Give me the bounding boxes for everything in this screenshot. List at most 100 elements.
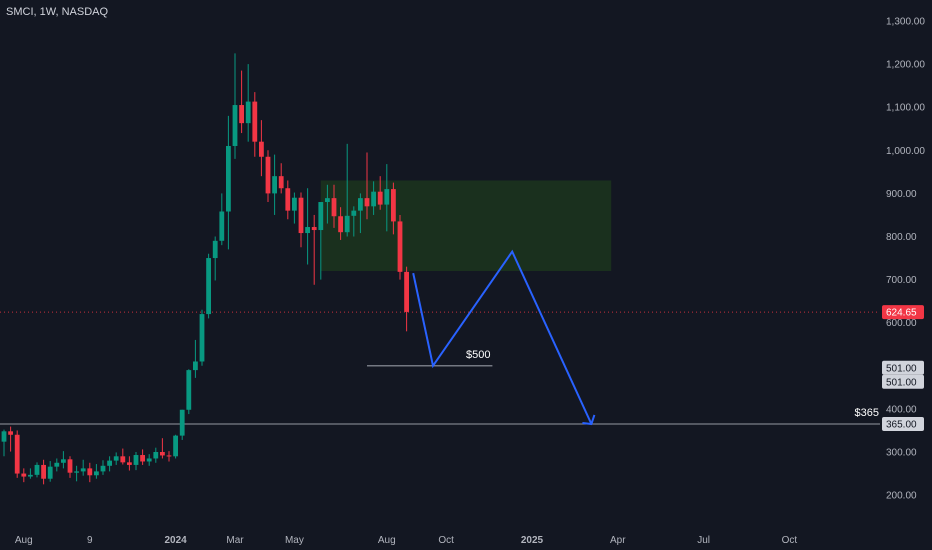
- y-axis-tick-label: 800.00: [886, 232, 917, 243]
- candle-body[interactable]: [80, 468, 86, 472]
- candle-body[interactable]: [232, 105, 238, 146]
- candle-body[interactable]: [265, 156, 271, 194]
- candle-body[interactable]: [113, 456, 119, 461]
- candle-body[interactable]: [298, 197, 304, 234]
- y-axis-tick-label: 1,000.00: [886, 146, 925, 157]
- current-price-tag: 624.65: [886, 308, 917, 319]
- candle-body[interactable]: [239, 105, 244, 124]
- candle-body[interactable]: [47, 466, 53, 479]
- candle-body[interactable]: [325, 198, 330, 203]
- candle-body[interactable]: [1, 431, 7, 442]
- price-zone[interactable]: [320, 180, 612, 271]
- candle-body[interactable]: [278, 176, 284, 189]
- candle-body[interactable]: [226, 145, 231, 212]
- x-axis-tick-label: Oct: [438, 535, 454, 546]
- candle-body[interactable]: [219, 211, 225, 241]
- candle-body[interactable]: [173, 435, 178, 457]
- candle-body[interactable]: [364, 198, 370, 207]
- candle-body[interactable]: [212, 240, 218, 259]
- candle-body[interactable]: [120, 456, 126, 463]
- candle-body[interactable]: [133, 455, 139, 465]
- x-axis-tick-label: Mar: [226, 535, 244, 546]
- y-axis-tick-label: 400.00: [886, 404, 917, 415]
- candle-body[interactable]: [391, 189, 396, 222]
- candle-body[interactable]: [338, 216, 343, 233]
- candle-body[interactable]: [14, 434, 20, 474]
- x-axis-tick-label: Oct: [782, 535, 798, 546]
- candle-body[interactable]: [87, 468, 93, 476]
- candle-body[interactable]: [397, 221, 403, 272]
- target-line-label: $365: [855, 407, 879, 419]
- x-axis-tick-label: Apr: [610, 535, 626, 546]
- candle-body[interactable]: [54, 462, 60, 467]
- symbol-label: SMCI, 1W, NASDAQ: [6, 6, 109, 18]
- target-price-tag-bg: [882, 416, 924, 431]
- candle-body[interactable]: [153, 452, 159, 459]
- candle-body[interactable]: [305, 227, 310, 234]
- y-axis-tick-label: 200.00: [886, 491, 917, 502]
- support-price-tag-bg: [882, 360, 924, 375]
- candle-body[interactable]: [331, 198, 337, 217]
- candle-body[interactable]: [34, 464, 40, 475]
- candle-body[interactable]: [94, 471, 99, 476]
- candle-body[interactable]: [28, 474, 33, 477]
- candle-body[interactable]: [160, 452, 165, 456]
- y-axis-tick-label: 1,100.00: [886, 103, 925, 114]
- candle-body[interactable]: [351, 210, 357, 216]
- candle-body[interactable]: [245, 101, 251, 124]
- candle-body[interactable]: [371, 191, 376, 207]
- candle-body[interactable]: [107, 460, 112, 466]
- y-axis-tick-label: 300.00: [886, 448, 917, 459]
- support-line-label: $500: [466, 349, 490, 361]
- support-price-tag-2: 501.00: [886, 377, 917, 388]
- candle-body[interactable]: [179, 409, 185, 436]
- candle-body[interactable]: [41, 464, 46, 479]
- candle-body[interactable]: [272, 176, 277, 194]
- candle-body[interactable]: [344, 215, 350, 233]
- candle-body[interactable]: [127, 462, 132, 465]
- candle-body[interactable]: [318, 202, 324, 231]
- candle-body[interactable]: [252, 101, 258, 142]
- x-axis-tick-label: May: [285, 535, 304, 546]
- candle-body[interactable]: [377, 191, 383, 205]
- candle-body[interactable]: [67, 459, 73, 473]
- y-axis-tick-label: 900.00: [886, 189, 917, 200]
- x-axis-tick-label: 2025: [521, 535, 544, 546]
- candle-body[interactable]: [186, 370, 192, 410]
- y-axis-tick-label: 1,300.00: [886, 17, 925, 28]
- candle-body[interactable]: [292, 197, 297, 211]
- candle-body[interactable]: [146, 458, 152, 462]
- candle-body[interactable]: [74, 471, 79, 473]
- candle-body[interactable]: [259, 141, 264, 157]
- y-axis-tick-label: 700.00: [886, 275, 917, 286]
- candle-body[interactable]: [384, 189, 390, 205]
- candle-body[interactable]: [311, 227, 317, 231]
- x-axis-tick-label: Jul: [697, 535, 710, 546]
- candle-body[interactable]: [404, 271, 409, 312]
- candle-body[interactable]: [285, 188, 291, 211]
- candle-body[interactable]: [199, 314, 205, 362]
- support-price-tag-2-bg: [882, 374, 924, 389]
- projection-path[interactable]: [412, 249, 593, 425]
- target-price-tag: 365.00: [886, 419, 917, 430]
- candle-body[interactable]: [166, 455, 172, 457]
- y-axis-tick-label: 600.00: [886, 318, 917, 329]
- candle-body[interactable]: [358, 198, 363, 211]
- current-price-tag-bg: [882, 305, 924, 320]
- candle-body[interactable]: [61, 459, 66, 463]
- candle-body[interactable]: [21, 473, 27, 477]
- x-axis-tick-label: Aug: [15, 535, 33, 546]
- candle-body[interactable]: [193, 361, 198, 371]
- candle-body[interactable]: [206, 258, 211, 315]
- x-axis-tick-label: 9: [87, 535, 93, 546]
- candle-body[interactable]: [140, 455, 145, 462]
- projection-arrowhead: [582, 414, 596, 426]
- x-axis-tick-label: Aug: [378, 535, 396, 546]
- support-price-tag: 501.00: [886, 363, 917, 374]
- y-axis-tick-label: 1,200.00: [886, 60, 925, 71]
- candle-body[interactable]: [8, 431, 13, 435]
- candle-body[interactable]: [100, 465, 106, 472]
- x-axis-tick-label: 2024: [164, 535, 187, 546]
